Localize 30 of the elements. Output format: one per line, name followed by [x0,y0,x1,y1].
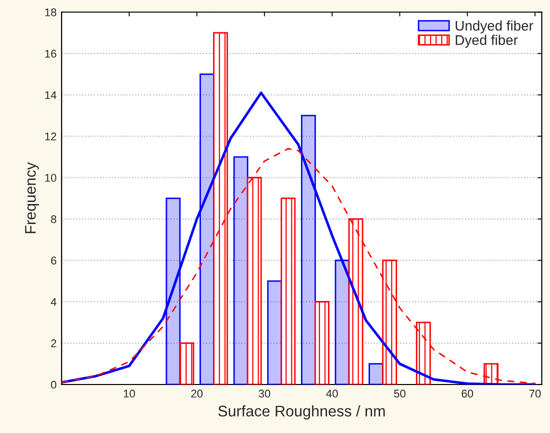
bar [166,198,181,385]
bar [300,114,316,385]
x-tick-label: 10 [124,390,135,398]
y-tick-label: 14 [45,91,56,99]
bar [314,301,330,385]
x-tick-label: 50 [394,390,406,398]
x-tick-label: 20 [191,390,203,398]
x-tick-label: 70 [529,390,541,398]
bar [233,156,248,385]
y-tick-label: 10 [45,174,56,182]
x-tick-label: 40 [326,390,338,398]
y-tick-label: 6 [51,256,56,265]
legend-label: Undyed fiber [456,20,534,34]
y-tick-label: 8 [51,215,56,224]
y-tick-label: 4 [50,298,56,306]
y-tick-label: 18 [45,8,56,16]
y-axis-title: Frequency [25,162,39,234]
y-tick-label: 2 [51,339,56,348]
y-tick-label: 0 [50,380,56,389]
y-tick-label: 12 [45,132,56,140]
x-tick-label: 30 [258,390,270,398]
bar [280,198,296,385]
bar [267,280,282,385]
x-tick-label: 60 [462,390,474,398]
y-tick-label: 16 [45,50,56,58]
line-series [62,92,536,385]
legend-label: Dyed fiber [456,34,518,48]
x-axis-title: Surface Roughness / nm [218,405,385,420]
bar [368,363,384,385]
bar [179,342,194,385]
